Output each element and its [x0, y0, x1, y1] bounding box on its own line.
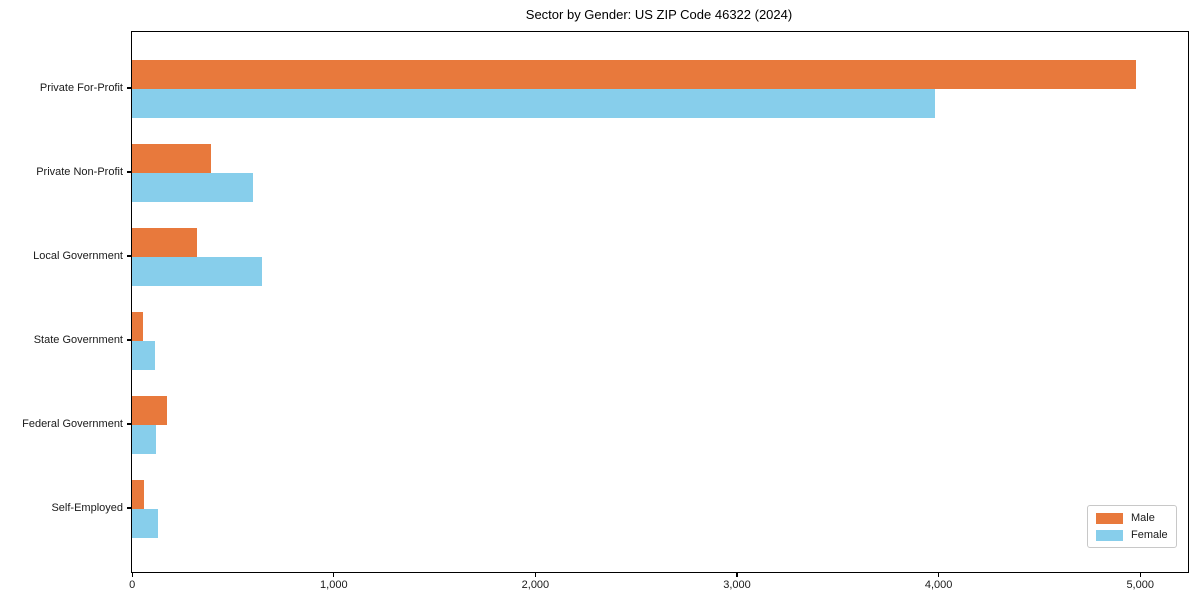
legend-swatch-female — [1096, 529, 1123, 541]
bar-male-2 — [132, 228, 197, 257]
bar-female-0 — [132, 89, 936, 118]
ytick-mark-1 — [127, 171, 131, 173]
xtick-label-1: 1,000 — [320, 579, 348, 591]
bar-male-3 — [132, 312, 144, 341]
xtick-mark-1 — [333, 573, 335, 578]
legend-label-female: Female — [1131, 529, 1168, 541]
xtick-mark-0 — [131, 573, 133, 578]
xtick-label-0: 0 — [129, 579, 136, 591]
bar-female-5 — [132, 509, 159, 538]
bar-male-0 — [132, 60, 1136, 89]
xtick-mark-4 — [938, 573, 940, 578]
legend-item-female: Female — [1096, 529, 1176, 541]
xtick-mark-3 — [736, 573, 738, 578]
xtick-mark-5 — [1139, 573, 1141, 578]
ytick-mark-0 — [127, 87, 131, 89]
ytick-label-3: State Government — [33, 334, 123, 346]
plot-area — [131, 31, 1189, 573]
ytick-mark-4 — [127, 423, 131, 425]
xtick-label-2: 2,000 — [521, 579, 550, 591]
legend-label-male: Male — [1131, 512, 1155, 524]
ytick-label-1: Private Non-Profit — [36, 166, 123, 178]
bar-female-1 — [132, 173, 253, 202]
ytick-label-0: Private For-Profit — [39, 82, 123, 94]
bar-male-5 — [132, 480, 145, 509]
bar-male-4 — [132, 396, 168, 425]
ytick-label-2: Local Government — [33, 250, 123, 262]
legend: Male Female — [1087, 505, 1177, 548]
chart-title: Sector by Gender: US ZIP Code 46322 (202… — [525, 7, 793, 22]
ytick-mark-5 — [127, 507, 131, 509]
ytick-mark-3 — [127, 339, 131, 341]
ytick-label-4: Federal Government — [22, 418, 123, 430]
ytick-label-5: Self-Employed — [51, 502, 123, 514]
ytick-mark-2 — [127, 255, 131, 257]
legend-swatch-male — [1096, 512, 1123, 524]
legend-item-male: Male — [1096, 512, 1176, 524]
bar-female-3 — [132, 341, 156, 370]
xtick-label-4: 4,000 — [924, 579, 953, 591]
xtick-label-5: 5,000 — [1126, 579, 1154, 591]
bar-female-2 — [132, 257, 263, 286]
xtick-mark-2 — [534, 573, 536, 578]
xtick-label-3: 3,000 — [723, 579, 751, 591]
bar-female-4 — [132, 425, 157, 454]
bar-male-1 — [132, 144, 211, 173]
